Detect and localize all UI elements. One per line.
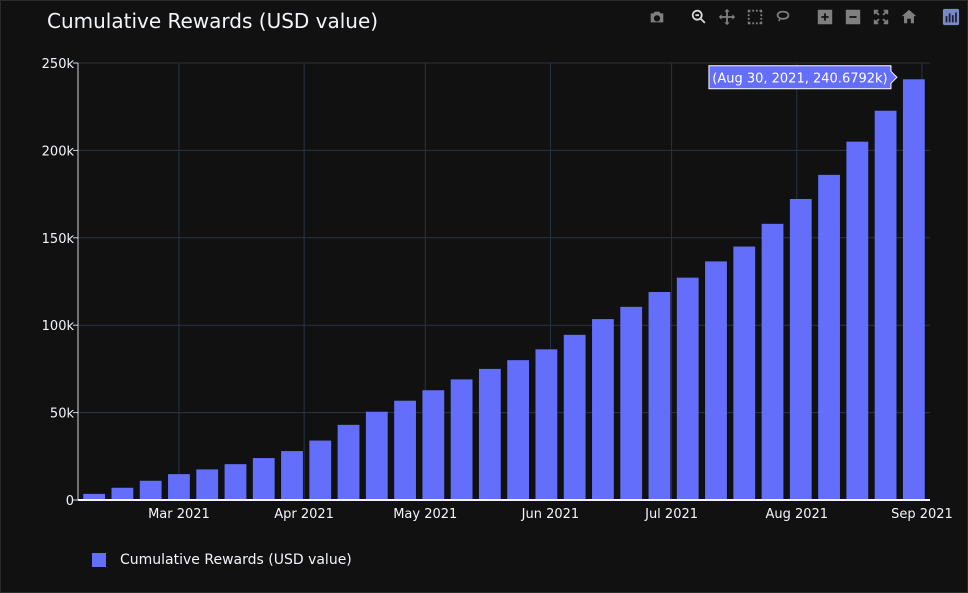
bar[interactable] xyxy=(733,246,756,500)
bar[interactable] xyxy=(394,400,416,500)
bar[interactable] xyxy=(818,174,840,500)
x-tick-label: Jul 2021 xyxy=(644,507,698,522)
zoom-in-icon[interactable] xyxy=(814,6,836,28)
x-tick-label: Aug 2021 xyxy=(765,507,828,522)
y-tick-label: 250k xyxy=(42,57,75,72)
bar[interactable] xyxy=(676,277,699,500)
modebar xyxy=(646,6,962,28)
bar[interactable] xyxy=(450,379,473,500)
bar[interactable] xyxy=(563,334,586,500)
bar[interactable] xyxy=(592,319,614,500)
legend-label: Cumulative Rewards (USD value) xyxy=(120,552,352,568)
x-tick-label: Sep 2021 xyxy=(891,507,953,522)
bar[interactable] xyxy=(846,141,869,500)
bar[interactable] xyxy=(789,198,812,501)
y-tick-label: 100k xyxy=(42,319,75,334)
bar[interactable] xyxy=(874,110,897,500)
box-select-icon[interactable] xyxy=(744,6,766,28)
bar[interactable] xyxy=(309,440,332,500)
bar[interactable] xyxy=(478,368,501,500)
x-tick-label: Mar 2021 xyxy=(148,507,210,522)
bar[interactable] xyxy=(252,458,275,500)
bar[interactable] xyxy=(648,291,671,500)
bar[interactable] xyxy=(224,464,247,500)
legend[interactable]: Cumulative Rewards (USD value) xyxy=(92,552,352,568)
bar[interactable] xyxy=(139,480,162,500)
hover-tooltip-box xyxy=(708,65,898,90)
bar[interactable] xyxy=(281,451,303,500)
zoom-icon[interactable] xyxy=(688,6,710,28)
camera-icon[interactable] xyxy=(646,6,668,28)
home-icon[interactable] xyxy=(898,6,920,28)
bar[interactable] xyxy=(535,349,558,500)
legend-swatch xyxy=(92,553,106,567)
lasso-icon[interactable] xyxy=(772,6,794,28)
bar[interactable] xyxy=(196,469,219,500)
bar[interactable] xyxy=(111,487,134,500)
autoscale-icon[interactable] xyxy=(870,6,892,28)
bar[interactable] xyxy=(422,390,445,500)
zoom-out-icon[interactable] xyxy=(842,6,864,28)
y-tick-label: 0 xyxy=(66,494,74,509)
bar[interactable] xyxy=(705,261,727,500)
x-tick-label: Jun 2021 xyxy=(521,507,580,522)
bar[interactable] xyxy=(507,360,530,500)
bar[interactable] xyxy=(337,424,360,500)
hover-tooltip-text: (Aug 30, 2021, 240.6792k) xyxy=(712,71,887,86)
y-tick-label: 200k xyxy=(42,144,75,159)
y-tick-label: 50k xyxy=(50,407,75,422)
chart-title: Cumulative Rewards (USD value) xyxy=(47,9,379,33)
bar[interactable] xyxy=(83,493,106,500)
bar[interactable] xyxy=(365,411,388,500)
pan-icon[interactable] xyxy=(716,6,738,28)
bar[interactable] xyxy=(902,79,925,500)
x-tick-label: May 2021 xyxy=(393,507,457,522)
plotly-logo-icon[interactable] xyxy=(940,6,962,28)
y-tick-label: 150k xyxy=(42,232,75,247)
bar[interactable] xyxy=(761,223,784,501)
bar[interactable] xyxy=(168,474,190,500)
bar[interactable] xyxy=(620,306,643,500)
x-tick-label: Apr 2021 xyxy=(274,507,334,522)
